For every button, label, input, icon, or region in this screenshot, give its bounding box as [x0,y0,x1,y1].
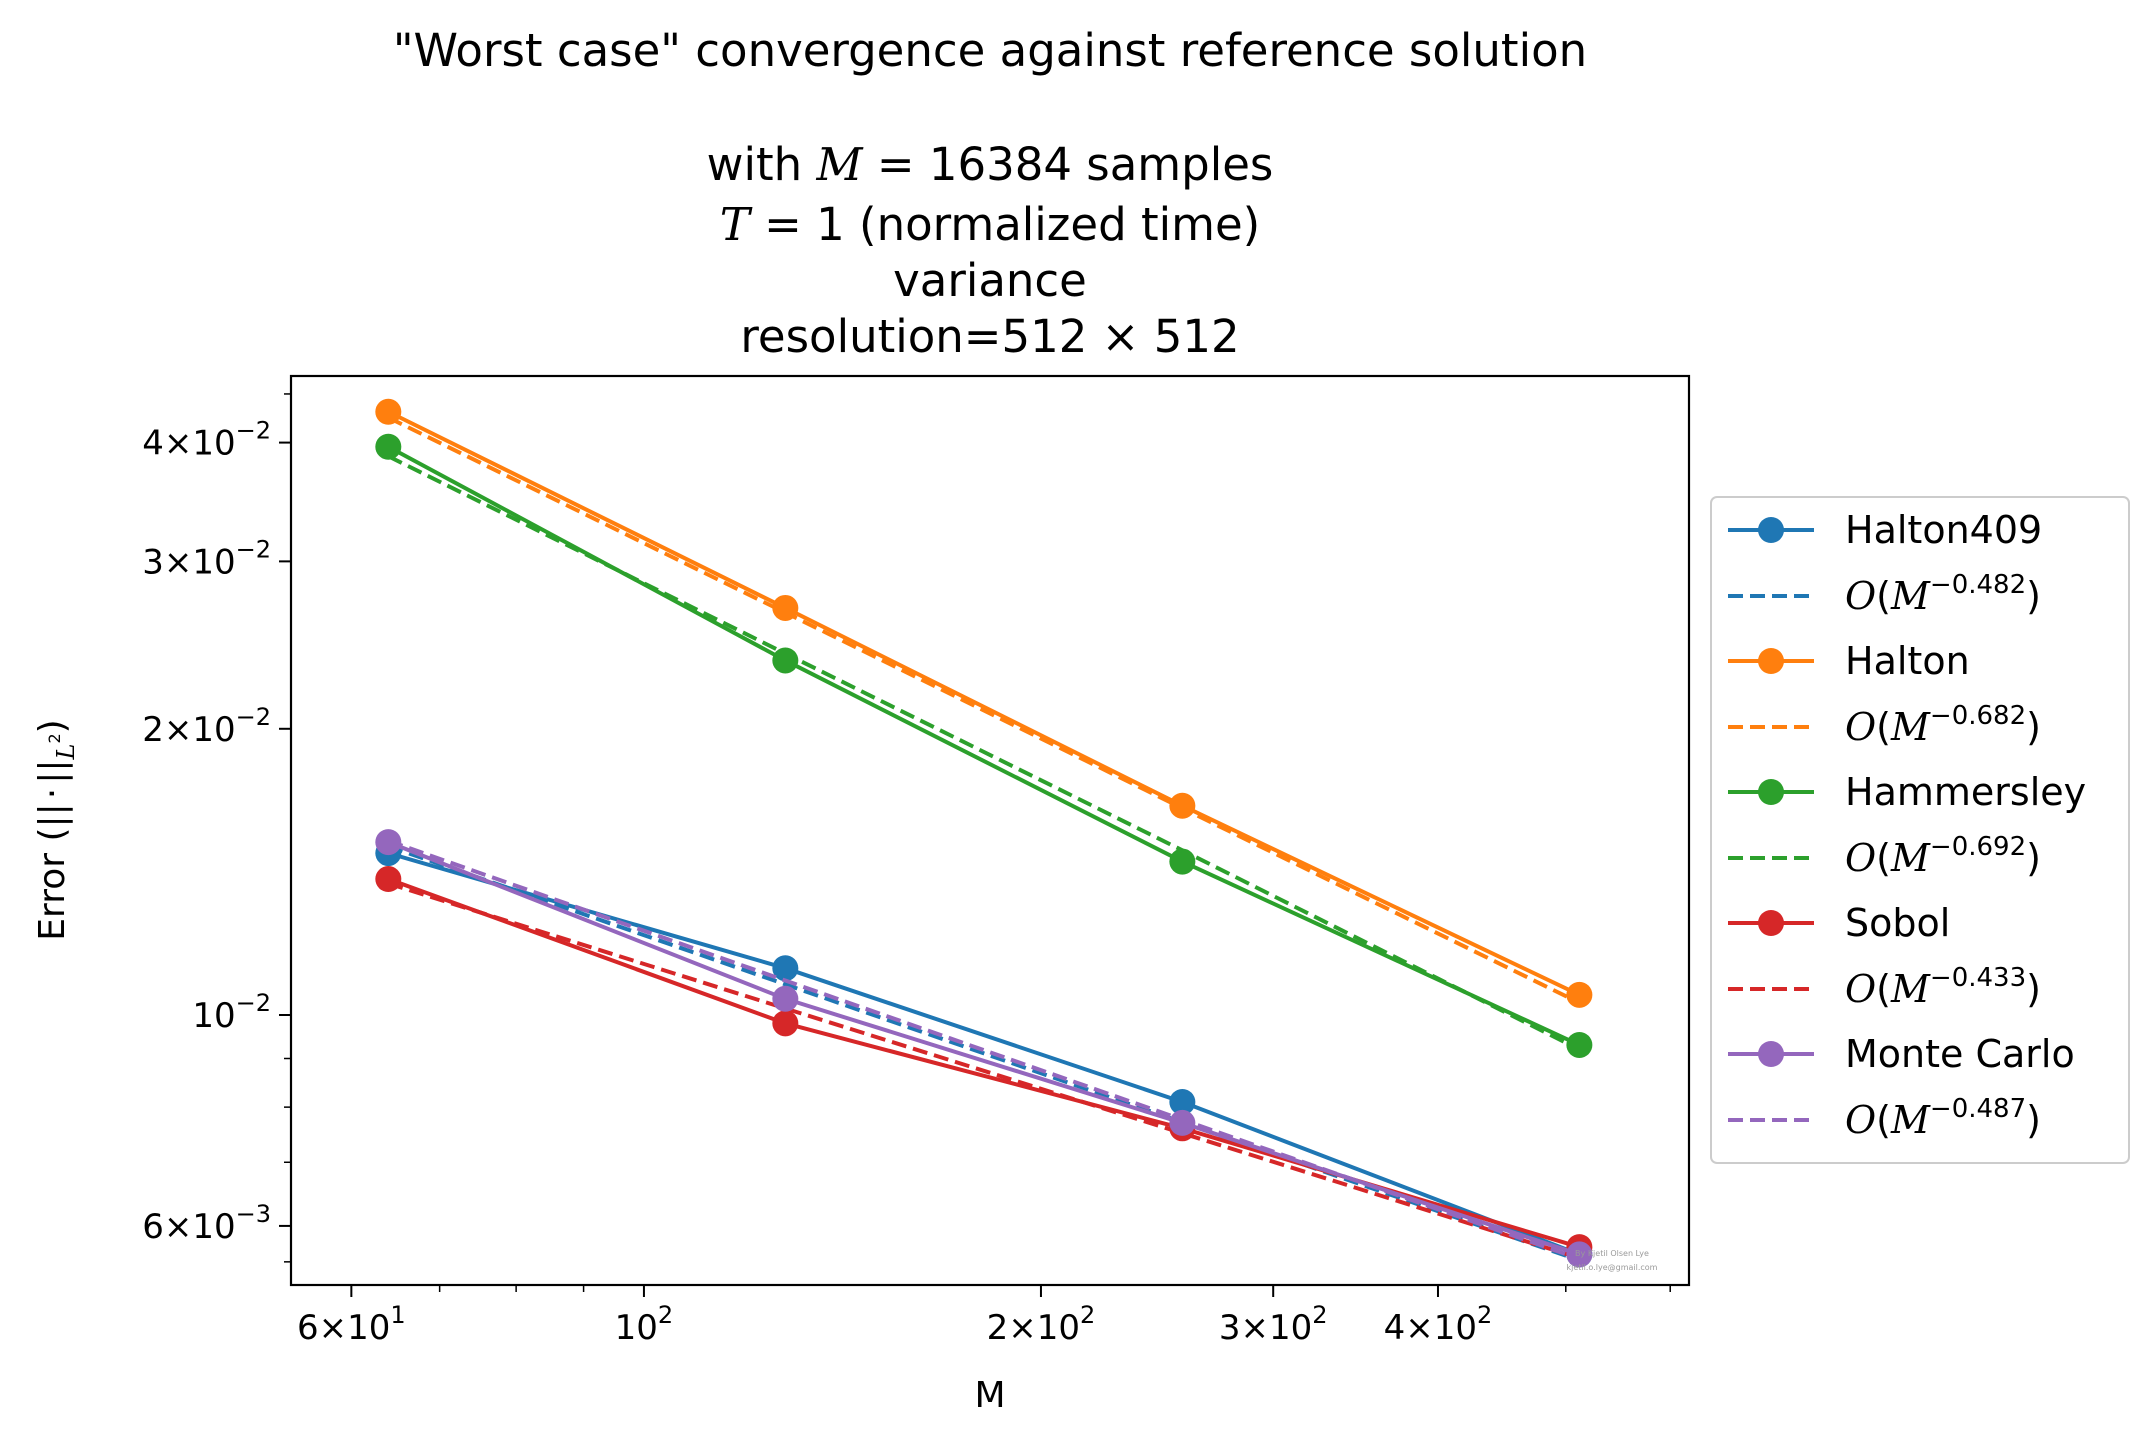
fit-line [387,881,1580,1261]
axis-ticks: 4×10−2 3×10−2 2×10−2 10−2 6×10−3 6×101 102 2×10… [142,393,1671,1348]
data-point [375,866,402,893]
title-line-4: variance [893,254,1087,307]
data-point [1566,1031,1593,1058]
legend-entry-halton: Halton O(M−0.682) [1728,639,2041,749]
watermark-line-2: kjetil.o.lye@gmail.com [1567,1263,1658,1272]
y-tick-label: 10−2 [192,989,271,1036]
legend: Halton409 O(M−0.482) Halton O(M−0.682) Hamme… [1710,496,2130,1164]
legend-marker [1758,1041,1784,1067]
x-tick-label: 2×102 [987,1301,1096,1348]
title-line-2: with M = 16384 samples [706,138,1274,191]
title-line-1: "Worst case" convergence against referen… [392,24,1588,77]
title-line-5: resolution=512 × 512 [740,310,1240,363]
data-line [387,409,1581,997]
data-point [1566,981,1593,1008]
fit-line [387,844,1581,1263]
legend-label: Sobol [1845,901,1950,945]
data-point [772,1010,799,1037]
title-line-3: T = 1 (normalized time) [719,198,1261,251]
y-tick-label: 3×10−2 [142,535,271,582]
legend-fit-label: O(M−0.482) [1845,570,2041,618]
x-tick-label: 4×102 [1384,1301,1493,1348]
data-point [772,594,799,621]
legend-fit-label: O(M−0.487) [1845,1094,2041,1142]
data-point [772,955,799,982]
legend-label: Monte Carlo [1845,1032,2075,1076]
legend-marker [1758,779,1784,805]
series-halton [375,398,1593,1008]
plot-lines [375,398,1593,1268]
data-line [387,444,1581,1047]
y-axis-label: Error (||·||L2) [32,719,80,940]
data-line [387,840,1581,1257]
x-tick-label: 6×101 [297,1301,406,1348]
data-point [1169,1088,1196,1115]
legend-label: Halton [1845,639,1970,683]
legend-marker [1758,648,1784,674]
data-point [772,647,799,674]
y-tick-label: 4×10−2 [142,417,271,464]
legend-entry-sobol: Sobol O(M−0.433) [1728,901,2041,1011]
legend-box [1710,496,2130,1164]
data-point [375,829,402,856]
series-hammersley [375,433,1593,1058]
data-point [1169,848,1196,875]
x-tick-label: 102 [615,1301,674,1348]
legend-entry-monte-carlo: Monte Carlo O(M−0.487) [1728,1032,2075,1142]
fit-line [387,838,1581,1261]
y-tick-label: 6×10−3 [142,1200,271,1247]
legend-marker [1758,910,1784,936]
plot-frame [289,374,1691,1287]
x-tick-label: 3×102 [1219,1301,1328,1348]
legend-fit-label: O(M−0.433) [1845,963,2041,1011]
watermark: By Kjetil Olsen Lye kjetil.o.lye@gmail.c… [1567,1249,1658,1272]
fit-line [387,415,1581,1005]
data-point [1169,792,1196,819]
data-point [1566,1241,1593,1268]
legend-label: Halton409 [1845,508,2042,552]
x-axis-label: M [974,1375,1005,1416]
legend-label: Hammersley [1845,770,2086,814]
data-point [772,985,799,1012]
legend-marker [1758,517,1784,543]
legend-entry-halton409: Halton409 O(M−0.482) [1728,508,2042,618]
series-monte-carlo [375,829,1593,1268]
data-point [375,433,402,460]
legend-fit-label: O(M−0.682) [1845,701,2041,749]
watermark-line-1: By Kjetil Olsen Lye [1575,1249,1649,1258]
legend-fit-label: O(M−0.692) [1845,832,2041,880]
data-point [1169,1109,1196,1136]
y-tick-label: 2×10−2 [142,703,271,750]
data-point [375,398,402,425]
legend-entry-hammersley: Hammersley O(M−0.692) [1728,770,2086,880]
